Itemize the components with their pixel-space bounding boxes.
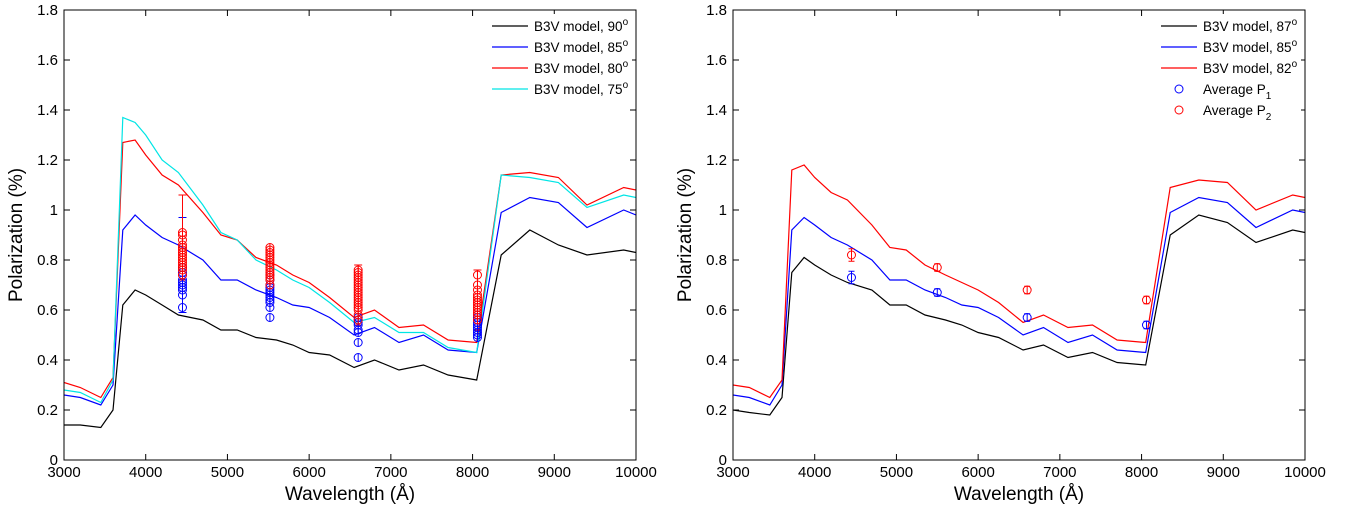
x-tick-label: 9000 — [538, 464, 571, 481]
legend-label-text: B3V model, 82 — [1203, 61, 1292, 76]
legend-label-text: B3V model, 90 — [534, 19, 623, 34]
axes-box — [732, 9, 1306, 461]
legend-label-text: B3V model, 85 — [534, 40, 623, 55]
legend-label: Average P1 — [1203, 82, 1272, 102]
x-tick-label: 4000 — [798, 464, 831, 481]
legend-label-text: B3V model, 75 — [534, 82, 623, 97]
legend-label: B3V model, 85o — [1203, 38, 1298, 55]
data-point — [1141, 295, 1151, 305]
x-tick-label: 3000 — [47, 464, 80, 481]
plot-data — [64, 116, 636, 429]
legend-label-subscript: 2 — [1266, 112, 1272, 123]
legend-label-superscript: o — [623, 38, 629, 49]
legend-label-superscript: o — [623, 80, 629, 91]
y-tick-label: 0.6 — [706, 302, 727, 319]
legend-label-superscript: o — [1292, 59, 1298, 70]
data-point — [1022, 313, 1032, 322]
legend-label: B3V model, 82o — [1203, 59, 1298, 76]
series-line-2 — [64, 196, 636, 406]
legend-label: B3V model, 85o — [534, 38, 629, 55]
legend-label-subscript: 1 — [1266, 91, 1272, 102]
x-tick-label: 4000 — [129, 464, 162, 481]
y-tick-label: 1.8 — [706, 2, 727, 19]
legend-label-text: B3V model, 85 — [1203, 40, 1292, 55]
x-tick-label: 5000 — [880, 464, 913, 481]
y-tick-label: 0.4 — [37, 352, 58, 369]
legend-label: Average P2 — [1203, 103, 1272, 123]
legend-label-superscript: o — [623, 17, 629, 28]
data-point — [846, 273, 856, 282]
series-line-1 — [64, 229, 636, 429]
x-tick-label: 8000 — [1125, 464, 1158, 481]
legend-label: B3V model, 90o — [534, 17, 629, 34]
y-tick-label: 0.2 — [37, 402, 58, 419]
y-tick-label: 0.4 — [706, 352, 727, 369]
y-tick-label: 0.8 — [706, 252, 727, 269]
legend-marker — [1174, 105, 1184, 115]
legend-marker — [1174, 84, 1184, 94]
x-tick-label: 7000 — [374, 464, 407, 481]
chart-panel-1: 3000 4000 5000 6000 7000 8000 9000 10000 0 0.2 0.4… — [6, 2, 657, 505]
x-tick-label: 8000 — [456, 464, 489, 481]
data-point — [932, 263, 942, 272]
y-tick-label: 0 — [50, 452, 58, 469]
legend-label-superscript: o — [1292, 17, 1298, 28]
y-tick-label: 1.4 — [706, 102, 727, 119]
data-point — [1022, 285, 1032, 295]
chart-panel-2: 3000 4000 5000 6000 7000 8000 9000 10000 0 0.2 0.4… — [675, 2, 1326, 505]
series-line-3 — [64, 139, 636, 399]
y-tick-label: 1 — [50, 202, 58, 219]
legend-label: B3V model, 80o — [534, 59, 629, 76]
y-tick-label: 0.8 — [37, 252, 58, 269]
series-line-4 — [64, 116, 636, 404]
y-tick-label: 1.8 — [37, 2, 58, 19]
axes-box — [63, 9, 637, 461]
x-tick-label: 6000 — [961, 464, 994, 481]
x-tick-label: 9000 — [1207, 464, 1240, 481]
data-point — [1141, 320, 1151, 330]
y-tick-label: 1.6 — [37, 52, 58, 69]
x-tick-label: 5000 — [211, 464, 244, 481]
plot-data — [733, 164, 1305, 416]
series-line-1 — [733, 214, 1305, 416]
legend-box — [1155, 14, 1301, 127]
legend-label-superscript: o — [1292, 38, 1298, 49]
x-tick-label: 6000 — [292, 464, 325, 481]
y-tick-label: 0.2 — [706, 402, 727, 419]
legend-label-superscript: o — [623, 59, 629, 70]
y-tick-label: 1.4 — [37, 102, 58, 119]
y-axis-label: Polarization (%) — [6, 168, 27, 302]
x-tick-label: 10000 — [615, 464, 657, 481]
x-axis-label: Wavelength (Å) — [285, 484, 415, 505]
legend-label-text: Average P — [1203, 103, 1266, 118]
y-tick-label: 1.2 — [706, 152, 727, 169]
x-tick-label: 3000 — [716, 464, 749, 481]
y-tick-label: 0 — [719, 452, 727, 469]
y-tick-label: 1.2 — [37, 152, 58, 169]
y-tick-label: 1 — [719, 202, 727, 219]
series-line-3 — [733, 164, 1305, 399]
legend-label-text: Average P — [1203, 82, 1266, 97]
x-axis-label: Wavelength (Å) — [954, 484, 1084, 505]
series-line-2 — [733, 196, 1305, 406]
legend-label: B3V model, 87o — [1203, 17, 1298, 34]
y-axis-label: Polarization (%) — [675, 168, 696, 302]
data-point — [932, 288, 942, 297]
data-point — [846, 250, 856, 260]
y-tick-label: 0.6 — [37, 302, 58, 319]
legend-box — [486, 14, 632, 106]
legend-label-text: B3V model, 87 — [1203, 19, 1292, 34]
x-tick-label: 7000 — [1043, 464, 1076, 481]
legend-label: B3V model, 75o — [534, 80, 629, 97]
legend-label-text: B3V model, 80 — [534, 61, 623, 76]
x-tick-label: 10000 — [1284, 464, 1326, 481]
y-tick-label: 1.6 — [706, 52, 727, 69]
